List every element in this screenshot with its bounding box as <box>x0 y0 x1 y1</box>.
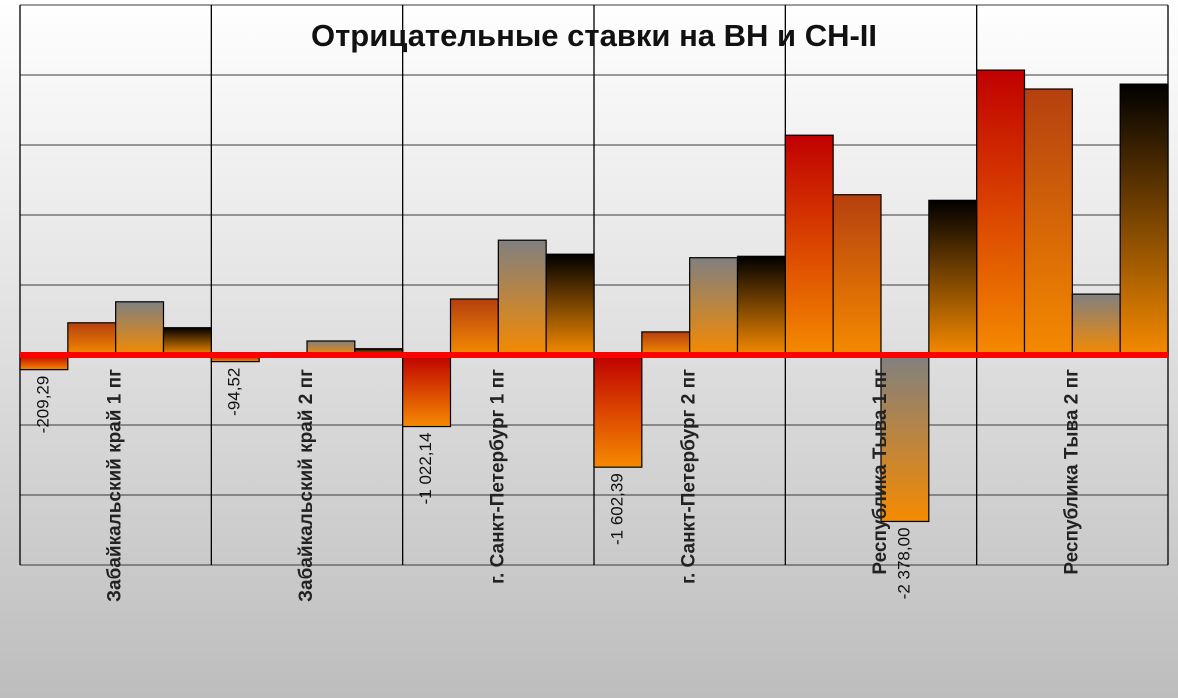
data-label: -94,52 <box>225 368 244 416</box>
data-label: -1 602,39 <box>607 473 626 545</box>
bar <box>1025 89 1073 355</box>
bar <box>1072 294 1120 355</box>
bar <box>690 258 738 355</box>
data-label: -2 378,00 <box>894 527 913 599</box>
bar <box>833 195 881 355</box>
bar <box>451 299 499 355</box>
bar <box>738 256 786 355</box>
bar <box>164 328 212 355</box>
bar <box>546 254 594 355</box>
x-tick-label: Республика Тыва 2 пг <box>1061 369 1082 575</box>
x-tick-label: Забайкальский край 2 пг <box>296 369 317 602</box>
data-label: -1 022,14 <box>416 433 435 505</box>
x-tick-label: г. Санкт-Петербург 1 пг <box>487 369 508 584</box>
bar <box>594 355 642 467</box>
chart: -209,29 -94,52 -1 022,14 -1 602,39 -2 378,00… <box>0 0 1178 698</box>
bar <box>642 332 690 355</box>
bar <box>116 302 164 355</box>
x-tick-label: г. Санкт-Петербург 2 пг <box>679 369 700 584</box>
bar <box>68 323 116 355</box>
x-tick-label: Забайкальский край 1 пг <box>105 369 126 602</box>
bar <box>929 200 977 355</box>
bar <box>498 240 546 355</box>
bar <box>403 355 451 427</box>
bar <box>785 135 833 355</box>
page: -209,29 -94,52 -1 022,14 -1 602,39 -2 378,00… <box>0 0 1178 698</box>
data-label: -209,29 <box>33 376 52 434</box>
chart-title: Отрицательные ставки на ВН и СН-II <box>311 18 877 53</box>
bar <box>1120 84 1168 355</box>
x-tick-label: Республика Тыва 1 пг <box>870 369 891 575</box>
bar <box>977 70 1025 355</box>
